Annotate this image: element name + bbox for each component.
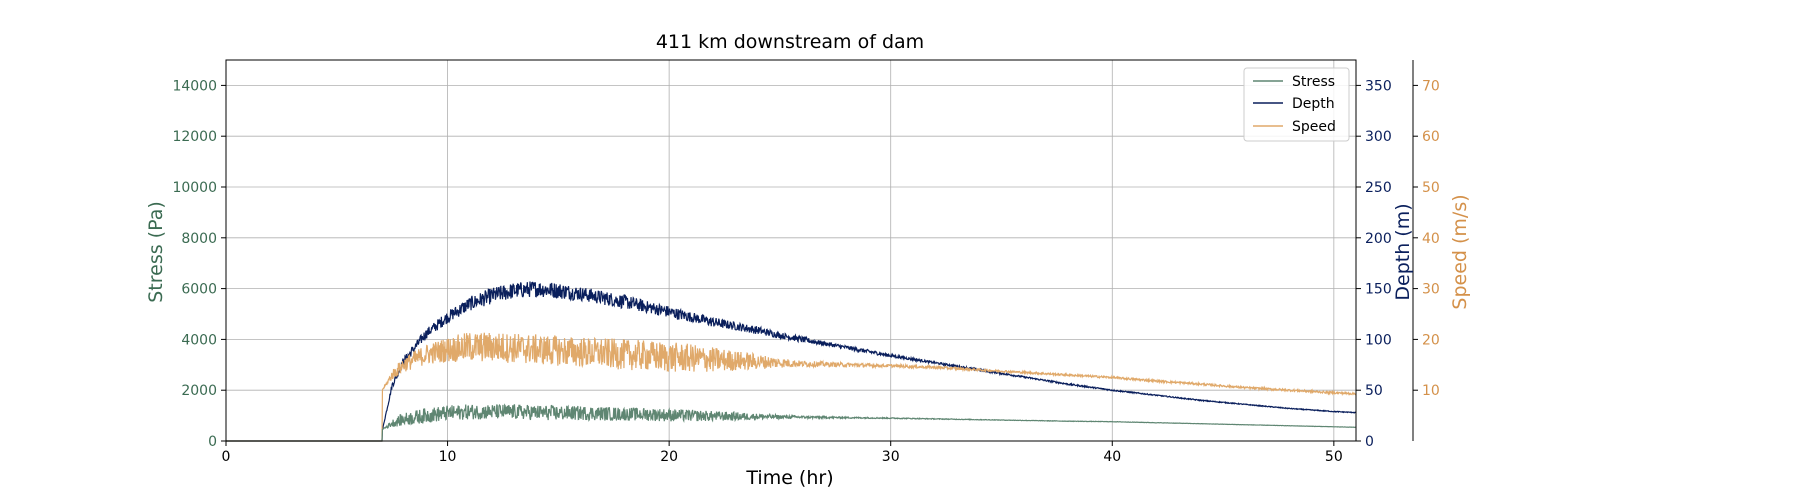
series-line-depth (226, 281, 1357, 442)
x-tick-label: 0 (222, 449, 231, 465)
speed-tick-label: 60 (1422, 129, 1440, 145)
stress-axis: 0 2000 4000 6000 8000 10000 12000 14000 (172, 78, 226, 450)
depth-tick-label: 200 (1365, 231, 1392, 247)
stress-tick-label: 8000 (181, 231, 217, 247)
x-tick-label: 10 (439, 449, 457, 465)
legend: Stress Depth Speed (1243, 67, 1350, 142)
series-layer (226, 281, 1357, 442)
depth-tick-label: 50 (1365, 383, 1383, 399)
depth-tick-label: 300 (1365, 129, 1392, 145)
stress-tick-label: 6000 (181, 282, 217, 298)
stress-tick-label: 14000 (172, 78, 217, 94)
depth-tick-label: 150 (1365, 282, 1392, 298)
depth-axis-label: Depth (m) (1392, 203, 1414, 300)
x-tick-label: 50 (1325, 449, 1343, 465)
x-axis: 0 10 20 30 40 50 (222, 441, 1343, 465)
legend-stress-label: Stress (1292, 74, 1335, 90)
stress-tick-label: 2000 (181, 383, 217, 399)
speed-axis-label: Speed (m/s) (1449, 194, 1471, 309)
stress-tick-label: 4000 (181, 332, 217, 348)
legend-depth-label: Depth (1292, 96, 1335, 112)
series-line-stress (226, 403, 1357, 442)
depth-tick-label: 0 (1365, 434, 1374, 450)
series-line-speed (226, 332, 1357, 442)
stress-tick-label: 10000 (172, 180, 217, 196)
x-tick-label: 20 (660, 449, 678, 465)
speed-tick-label: 50 (1422, 180, 1440, 196)
plot-frame (225, 59, 1357, 442)
stress-tick-label: 0 (208, 434, 217, 450)
depth-tick-label: 100 (1365, 332, 1392, 348)
legend-box (1243, 67, 1350, 142)
x-axis-label: Time (hr) (745, 467, 833, 489)
x-tick-label: 40 (1103, 449, 1121, 465)
speed-axis: 10 20 30 40 50 60 70 (1412, 60, 1440, 441)
stress-tick-label: 12000 (172, 129, 217, 145)
legend-speed-label: Speed (1292, 119, 1336, 135)
speed-tick-label: 10 (1422, 383, 1440, 399)
speed-tick-label: 70 (1422, 78, 1440, 94)
chart-title: 411 km downstream of dam (656, 31, 924, 53)
depth-tick-label: 350 (1365, 78, 1392, 94)
speed-tick-label: 40 (1422, 231, 1440, 247)
x-tick-label: 30 (882, 449, 900, 465)
speed-tick-label: 20 (1422, 332, 1440, 348)
depth-tick-label: 250 (1365, 180, 1392, 196)
depth-axis: 0 50 100 150 200 250 300 350 (1356, 78, 1392, 450)
speed-tick-label: 30 (1422, 282, 1440, 298)
stress-axis-label: Stress (Pa) (145, 201, 167, 303)
